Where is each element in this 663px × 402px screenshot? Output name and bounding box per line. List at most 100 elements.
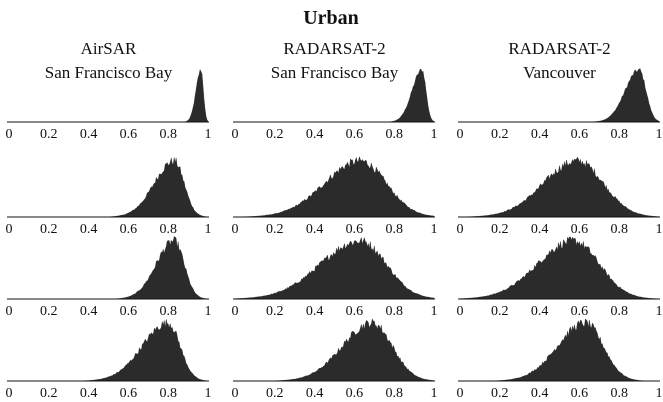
- column-title-1-line-1: AirSAR: [81, 39, 137, 58]
- x-tick-label: 0.2: [40, 386, 58, 401]
- x-tick-label: 0.6: [346, 386, 364, 401]
- x-tick-label: 0: [6, 386, 13, 401]
- x-tick-label: 1: [431, 127, 438, 142]
- x-tick-label: 0.8: [385, 304, 403, 319]
- x-tick-label: 0.6: [120, 386, 138, 401]
- x-tick-label: 1: [205, 222, 212, 237]
- x-tick-label: 0.8: [610, 222, 628, 237]
- x-tick-label: 0: [457, 386, 464, 401]
- x-tick-label: 0: [457, 127, 464, 142]
- x-tick-label: 0.2: [266, 386, 284, 401]
- histogram-panel-r1-c1: 0 0.2 0.4 0.6 0.8 1: [6, 68, 212, 142]
- x-tick-label: 0.2: [40, 304, 58, 319]
- histogram-panel-r1-c2: 0 0.2 0.4 0.6 0.8 1: [232, 69, 438, 142]
- x-tick-label: 0.8: [385, 386, 403, 401]
- histogram-panel-r3-c3: 0 0.2 0.4 0.6 0.8 1: [457, 236, 663, 319]
- x-tick-label: 0: [232, 127, 239, 142]
- x-tick-label: 0.4: [306, 127, 324, 142]
- x-tick-label: 0.8: [610, 304, 628, 319]
- x-tick-label: 0.2: [491, 304, 509, 319]
- x-tick-label: 0: [457, 304, 464, 319]
- x-tick-label: 0.8: [385, 127, 403, 142]
- x-tick-label: 0.6: [346, 222, 364, 237]
- figure-title: Urban: [303, 7, 359, 29]
- x-tick-label: 0.2: [491, 127, 509, 142]
- x-tick-label: 0.6: [346, 127, 364, 142]
- histogram-area: [234, 236, 435, 300]
- x-tick-label: 0.2: [266, 222, 284, 237]
- x-tick-label: 0.8: [610, 127, 628, 142]
- x-tick-label: 0.6: [120, 304, 138, 319]
- x-tick-label: 1: [656, 386, 663, 401]
- x-tick-label: 1: [431, 386, 438, 401]
- x-tick-label: 0.4: [531, 127, 549, 142]
- histogram-area: [9, 157, 209, 218]
- x-tick-label: 0.2: [266, 304, 284, 319]
- x-tick-label: 0: [232, 222, 239, 237]
- x-tick-label: 1: [205, 386, 212, 401]
- x-tick-label: 1: [656, 127, 663, 142]
- histogram-panel-r4-c2: 0 0.2 0.4 0.6 0.8 1: [232, 318, 438, 401]
- x-tick-label: 0.2: [491, 386, 509, 401]
- histogram-panel-r2-c3: 0 0.2 0.4 0.6 0.8 1: [457, 156, 663, 237]
- x-tick-label: 0.4: [531, 304, 549, 319]
- column-title-2-line-2: San Francisco Bay: [271, 63, 399, 82]
- histogram-area: [234, 156, 435, 218]
- x-tick-label: 0.6: [571, 127, 589, 142]
- x-tick-label: 0.8: [159, 304, 177, 319]
- x-tick-label: 0.4: [80, 127, 98, 142]
- histogram-area: [459, 236, 660, 300]
- histogram-panel-r1-c3: 0 0.2 0.4 0.6 0.8 1: [457, 68, 663, 142]
- x-tick-label: 0.2: [491, 222, 509, 237]
- x-tick-label: 1: [205, 127, 212, 142]
- x-tick-label: 0.8: [159, 386, 177, 401]
- x-tick-label: 0.8: [385, 222, 403, 237]
- x-tick-label: 0.6: [571, 304, 589, 319]
- x-tick-label: 0.4: [306, 386, 324, 401]
- histogram-area: [9, 236, 209, 300]
- x-tick-label: 0.2: [40, 222, 58, 237]
- x-tick-label: 0.6: [120, 222, 138, 237]
- x-tick-label: 0.4: [531, 386, 549, 401]
- histogram-panel-r2-c1: 0 0.2 0.4 0.6 0.8 1: [6, 157, 212, 237]
- x-tick-label: 1: [656, 222, 663, 237]
- panel-grid: 0 0.2 0.4 0.6 0.8 1 0 0.2 0.4 0.6 0.8 1 0 0.2 0.4 0.6 0.…: [6, 68, 663, 401]
- column-title-3-line-1: RADARSAT-2: [508, 39, 610, 58]
- column-title-1-line-2: San Francisco Bay: [45, 63, 173, 82]
- x-tick-label: 0.2: [40, 127, 58, 142]
- x-tick-label: 0.4: [531, 222, 549, 237]
- histogram-panel-r3-c1: 0 0.2 0.4 0.6 0.8 1: [6, 236, 212, 319]
- histogram-panel-r2-c2: 0 0.2 0.4 0.6 0.8 1: [232, 156, 438, 237]
- histogram-area: [460, 318, 660, 382]
- x-tick-label: 1: [205, 304, 212, 319]
- x-tick-label: 1: [656, 304, 663, 319]
- x-tick-label: 0.4: [306, 304, 324, 319]
- x-tick-label: 0.2: [266, 127, 284, 142]
- column-titles: AirSAR San Francisco Bay RADARSAT-2 San Fra…: [45, 39, 611, 82]
- x-tick-label: 0.4: [306, 222, 324, 237]
- x-tick-label: 0: [6, 304, 13, 319]
- x-tick-label: 0.6: [346, 304, 364, 319]
- histogram-area: [459, 156, 660, 218]
- x-tick-label: 1: [431, 222, 438, 237]
- x-tick-label: 0.6: [120, 127, 138, 142]
- histogram-area: [235, 318, 435, 382]
- histogram-panel-r3-c2: 0 0.2 0.4 0.6 0.8 1: [232, 236, 438, 319]
- x-tick-label: 0: [232, 386, 239, 401]
- x-tick-label: 0.8: [610, 386, 628, 401]
- x-tick-label: 1: [431, 304, 438, 319]
- x-tick-label: 0: [6, 127, 13, 142]
- x-tick-label: 0.8: [159, 127, 177, 142]
- x-tick-label: 0.4: [80, 386, 98, 401]
- x-tick-label: 0.4: [80, 222, 98, 237]
- x-tick-label: 0.6: [571, 386, 589, 401]
- x-tick-label: 0: [457, 222, 464, 237]
- x-tick-label: 0.6: [571, 222, 589, 237]
- x-tick-label: 0: [6, 222, 13, 237]
- histogram-panel-r4-c3: 0 0.2 0.4 0.6 0.8 1: [457, 318, 663, 401]
- column-title-2-line-1: RADARSAT-2: [283, 39, 385, 58]
- histogram-panel-r4-c1: 0 0.2 0.4 0.6 0.8 1: [6, 319, 212, 401]
- x-tick-label: 0.8: [159, 222, 177, 237]
- histogram-area: [9, 319, 209, 382]
